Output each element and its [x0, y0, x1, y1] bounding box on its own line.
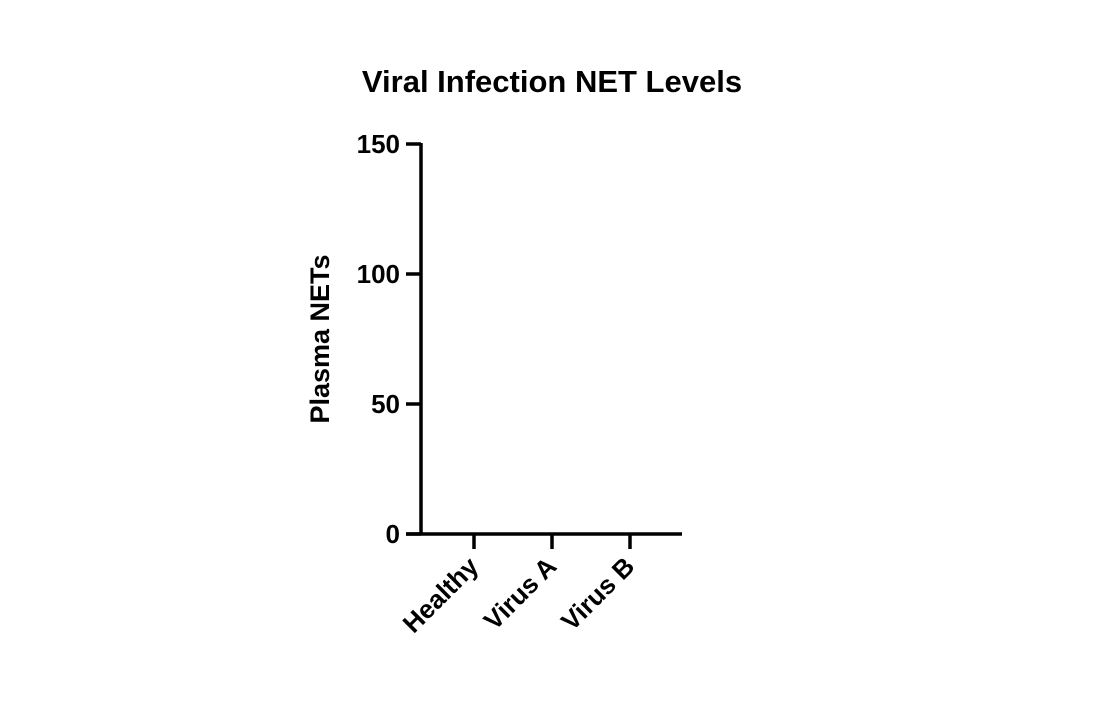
- chart-title: Viral Infection NET Levels: [362, 64, 742, 99]
- x-tick-label: Virus A: [478, 551, 563, 636]
- y-axis-label: Plasma NETs: [305, 254, 335, 423]
- y-tick-label: 100: [357, 259, 400, 289]
- x-tick-label: Healthy: [397, 551, 485, 639]
- x-tick-label: Virus B: [555, 551, 640, 636]
- y-tick-label: 150: [357, 129, 400, 159]
- y-tick-label: 0: [386, 519, 400, 549]
- y-tick-label: 50: [371, 389, 400, 419]
